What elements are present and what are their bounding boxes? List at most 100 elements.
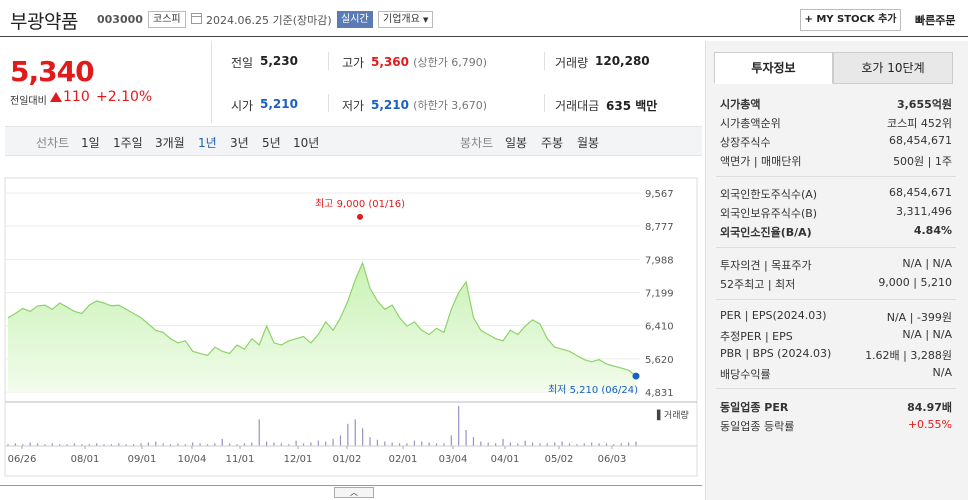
x-tick-label: 09/01 <box>128 454 157 465</box>
volume-bar <box>110 444 113 446</box>
market-badge: 코스피 <box>148 11 186 28</box>
x-tick-label: 01/02 <box>333 454 362 465</box>
volume-bar <box>288 444 290 446</box>
volume-bar <box>177 443 179 446</box>
volume-bar <box>59 444 61 446</box>
info-row-label: 외국인보유주식수(B) <box>720 207 818 220</box>
period-10y[interactable]: 10년 <box>293 136 320 150</box>
period-1w[interactable]: 1주일 <box>113 136 143 150</box>
volume-bar <box>280 443 282 446</box>
volume-bar <box>391 442 393 446</box>
volume-bar <box>251 442 253 446</box>
low-price: 5,210 <box>371 98 409 112</box>
info-row-label: 시가총액 <box>720 98 761 111</box>
volume-bar <box>509 442 511 446</box>
volume-bar <box>458 406 460 446</box>
volume-bar <box>147 442 149 446</box>
volume-bar <box>502 438 504 446</box>
info-row-value: 1.62배 | 3,288원 <box>865 349 952 362</box>
open-label: 시가 <box>231 99 254 113</box>
volume-bar <box>184 444 186 446</box>
info-row-label: 투자의견 | 목표주가 <box>720 259 812 272</box>
info-row-value: 3,311,496 <box>896 205 952 218</box>
live-badge[interactable]: 실시간 <box>337 11 373 28</box>
max-label: 최고 9,000 (01/16) <box>315 198 405 210</box>
info-row-value: 4.84% <box>913 224 952 237</box>
divider <box>328 94 329 112</box>
volume-label: 거래량 <box>555 56 589 70</box>
min-label: 최저 5,210 (06/24) <box>548 384 638 396</box>
volume-bar <box>140 443 142 446</box>
x-tick-label: 03/04 <box>439 454 468 465</box>
prev-value: 5,230 <box>260 54 298 68</box>
volume-bar <box>465 430 467 446</box>
info-row-label: 추정PER | EPS <box>720 330 793 343</box>
stock-name: 부광약품 <box>10 11 78 33</box>
volume-bar <box>243 443 246 446</box>
volume-bar <box>628 442 630 446</box>
volume-bar <box>14 443 16 446</box>
x-tick-label: 08/01 <box>71 454 100 465</box>
candle-monthly[interactable]: 월봉 <box>577 136 600 150</box>
info-row-value: 68,454,671 <box>889 134 952 147</box>
line-chart-label[interactable]: 선차트 <box>36 136 70 150</box>
y-tick-label: 6,410 <box>645 322 674 333</box>
fast-order-link[interactable]: 빠른주문 <box>915 14 956 27</box>
prev-label: 전일 <box>231 56 254 70</box>
volume-bar <box>295 440 297 446</box>
period-5y[interactable]: 5년 <box>262 136 281 150</box>
company-info-dropdown[interactable]: 기업개요 ▼ <box>378 11 434 28</box>
volume-bar <box>443 443 445 446</box>
volume-bar <box>36 443 39 446</box>
volume-bar <box>591 442 593 446</box>
period-1y[interactable]: 1년 <box>198 136 217 150</box>
high-price: 5,360 <box>371 55 409 69</box>
volume-bar <box>73 443 76 446</box>
volume-bar <box>487 442 489 446</box>
y-tick-label: 7,199 <box>645 289 674 300</box>
tab-orderbook[interactable]: 호가 10단계 <box>833 52 953 84</box>
x-tick-label: 06/03 <box>598 454 627 465</box>
volume-bar <box>310 442 312 446</box>
volume-bar <box>66 444 68 446</box>
volume-bar <box>273 442 275 446</box>
chart-collapse-button[interactable]: ︿ <box>334 487 374 498</box>
volume-bar <box>169 444 172 446</box>
chart-frame <box>4 177 698 477</box>
y-tick-label: 8,777 <box>645 222 674 233</box>
volume-bar <box>620 443 622 446</box>
info-row-value: 코스피 452위 <box>887 117 952 130</box>
volume-bar <box>81 444 83 446</box>
high-value: 5,360 (상한가 6,790) <box>371 54 487 70</box>
price-chart[interactable]: 9,567 8,777 7,988 7,199 6,410 5,620 4,831 최고 9,… <box>0 160 700 480</box>
open-value: 5,210 <box>260 97 298 111</box>
volume-bar <box>44 444 46 446</box>
divider <box>716 247 956 248</box>
volume-bar <box>398 443 401 446</box>
period-1d[interactable]: 1일 <box>81 136 100 150</box>
diff-percent: +2.10% <box>96 89 153 105</box>
info-row-label: 동일업종 등락률 <box>720 420 795 433</box>
info-row-label: 상장주식수 <box>720 136 771 149</box>
candle-daily[interactable]: 일봉 <box>505 136 528 150</box>
volume-bar <box>435 443 438 446</box>
candle-weekly[interactable]: 주봉 <box>541 136 564 150</box>
tab-investment-info[interactable]: 투자정보 <box>714 52 833 84</box>
y-tick-label: 5,620 <box>645 355 674 366</box>
period-3y[interactable]: 3년 <box>230 136 249 150</box>
volume-bar <box>22 444 24 446</box>
volume-bar <box>339 435 342 446</box>
volume-bar <box>7 444 9 446</box>
period-3m[interactable]: 3개월 <box>155 136 185 150</box>
low-label: 저가 <box>342 99 365 113</box>
info-row-value: 500원 | 1주 <box>893 155 952 168</box>
divider <box>716 176 956 177</box>
y-tick-label: 4,831 <box>645 388 674 399</box>
mystock-add-button[interactable]: + MY STOCK 추가 <box>800 9 901 31</box>
volume-bar <box>317 440 319 446</box>
volume-bar <box>103 444 105 446</box>
volume-bar <box>125 444 127 446</box>
candle-chart-label[interactable]: 봉차트 <box>460 136 494 150</box>
volume-bar <box>413 440 415 446</box>
volume-legend: ▌거래량 <box>657 411 689 421</box>
